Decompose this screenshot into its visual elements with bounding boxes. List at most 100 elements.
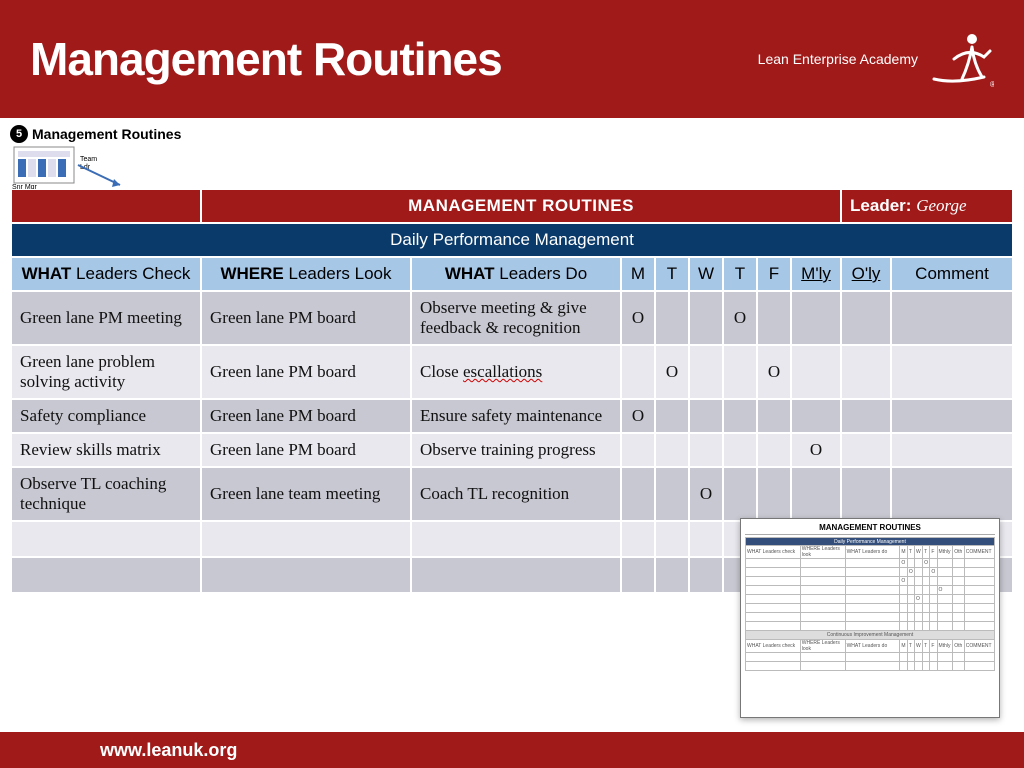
- cell-day: O: [655, 345, 689, 399]
- paper-form-table: Daily Performance Management WHAT Leader…: [745, 537, 995, 671]
- footer-url: www.leanuk.org: [100, 740, 237, 761]
- column-headers: WHAT Leaders Check WHERE Leaders Look WH…: [11, 257, 1013, 291]
- sub-strip: 5 Management Routines Team Ldr Snr Mgr: [0, 118, 1024, 188]
- cell-day: [723, 399, 757, 433]
- cell-day: [655, 467, 689, 521]
- cell-do: Close escallations: [411, 345, 621, 399]
- cell-what: Safety compliance: [11, 399, 201, 433]
- cell-day: [689, 345, 723, 399]
- svg-text:Team: Team: [80, 156, 97, 163]
- table-title-bar: MANAGEMENT ROUTINES Leader: George: [11, 189, 1013, 223]
- cell-do: Coach TL recognition: [411, 467, 621, 521]
- cell-where: [201, 557, 411, 593]
- cell-do: Ensure safety maintenance: [411, 399, 621, 433]
- cell-day: [723, 433, 757, 467]
- cell-day: [655, 433, 689, 467]
- cell-day: [757, 291, 791, 345]
- cell-other: [841, 291, 891, 345]
- cell-day: [655, 399, 689, 433]
- cell-what: Observe TL coaching technique: [11, 467, 201, 521]
- step-badge: 5 Management Routines: [10, 125, 181, 143]
- cell-monthly: [791, 291, 841, 345]
- table-row: Observe TL coaching techniqueGreen lane …: [11, 467, 1013, 521]
- cell-day: [689, 291, 723, 345]
- cell-do: Observe meeting & give feedback & recogn…: [411, 291, 621, 345]
- svg-text:®: ®: [990, 80, 994, 89]
- cell-day: O: [757, 345, 791, 399]
- cell-what: Review skills matrix: [11, 433, 201, 467]
- col-do: WHAT Leaders Do: [411, 257, 621, 291]
- cell-do: Observe training progress: [411, 433, 621, 467]
- leader-name: George: [916, 196, 966, 215]
- cell-monthly: [791, 467, 841, 521]
- cell-day: [689, 433, 723, 467]
- cell-do: [411, 521, 621, 557]
- cell-where: Green lane PM board: [201, 399, 411, 433]
- cell-comment: [891, 467, 1013, 521]
- cell-where: Green lane PM board: [201, 345, 411, 399]
- cell-day: [723, 467, 757, 521]
- leader-cell: Leader: George: [841, 189, 1013, 223]
- cell-day: O: [689, 467, 723, 521]
- cell-day: [757, 399, 791, 433]
- table-title: MANAGEMENT ROUTINES: [201, 189, 841, 223]
- mini-diagram-icon: Team Ldr Snr Mgr: [10, 145, 1014, 194]
- col-other: O'ly: [841, 257, 891, 291]
- cell-comment: [891, 433, 1013, 467]
- cell-other: [841, 433, 891, 467]
- table-row: Review skills matrixGreen lane PM boardO…: [11, 433, 1013, 467]
- cell-monthly: O: [791, 433, 841, 467]
- cell-do: [411, 557, 621, 593]
- slide-header: Management Routines Lean Enterprise Acad…: [0, 0, 1024, 118]
- table-row: Safety complianceGreen lane PM boardEnsu…: [11, 399, 1013, 433]
- cell-what: [11, 557, 201, 593]
- cell-monthly: [791, 345, 841, 399]
- cell-comment: [891, 291, 1013, 345]
- svg-text:Snr Mgr: Snr Mgr: [12, 184, 38, 189]
- cell-day: [621, 467, 655, 521]
- cell-day: [621, 433, 655, 467]
- cell-day: [655, 521, 689, 557]
- cell-day: [757, 433, 791, 467]
- paper-form-overlay: MANAGEMENT ROUTINES Daily Performance Ma…: [740, 518, 1000, 718]
- cell-what: Green lane problem solving activity: [11, 345, 201, 399]
- cell-other: [841, 399, 891, 433]
- step-number: 5: [10, 125, 28, 143]
- footer-bar: www.leanuk.org: [0, 732, 1024, 768]
- cell-comment: [891, 345, 1013, 399]
- col-comment: Comment: [891, 257, 1013, 291]
- section-title: Daily Performance Management: [11, 223, 1013, 257]
- table-row: Green lane PM meetingGreen lane PM board…: [11, 291, 1013, 345]
- cell-day: O: [621, 291, 655, 345]
- brand-logo: Lean Enterprise Academy ®: [758, 29, 994, 89]
- cell-where: [201, 521, 411, 557]
- col-fri: F: [757, 257, 791, 291]
- brand-logo-text: Lean Enterprise Academy: [758, 51, 918, 67]
- cell-where: Green lane PM board: [201, 291, 411, 345]
- table-row: Green lane problem solving activityGreen…: [11, 345, 1013, 399]
- paper-form-title: MANAGEMENT ROUTINES: [745, 523, 995, 535]
- col-thu: T: [723, 257, 757, 291]
- cell-day: [689, 557, 723, 593]
- cell-day: [655, 291, 689, 345]
- cell-day: [621, 557, 655, 593]
- col-mon: M: [621, 257, 655, 291]
- col-what: WHAT Leaders Check: [11, 257, 201, 291]
- cell-what: Green lane PM meeting: [11, 291, 201, 345]
- cell-day: [689, 521, 723, 557]
- col-tue: T: [655, 257, 689, 291]
- cell-where: Green lane PM board: [201, 433, 411, 467]
- cell-day: [621, 521, 655, 557]
- slide-title: Management Routines: [30, 32, 502, 86]
- cell-other: [841, 345, 891, 399]
- col-wed: W: [689, 257, 723, 291]
- cell-day: O: [621, 399, 655, 433]
- col-monthly: M'ly: [791, 257, 841, 291]
- cell-day: [621, 345, 655, 399]
- cell-day: [723, 345, 757, 399]
- cell-day: [689, 399, 723, 433]
- section-bar: Daily Performance Management: [11, 223, 1013, 257]
- cell-day: [655, 557, 689, 593]
- cell-day: [757, 467, 791, 521]
- cell-other: [841, 467, 891, 521]
